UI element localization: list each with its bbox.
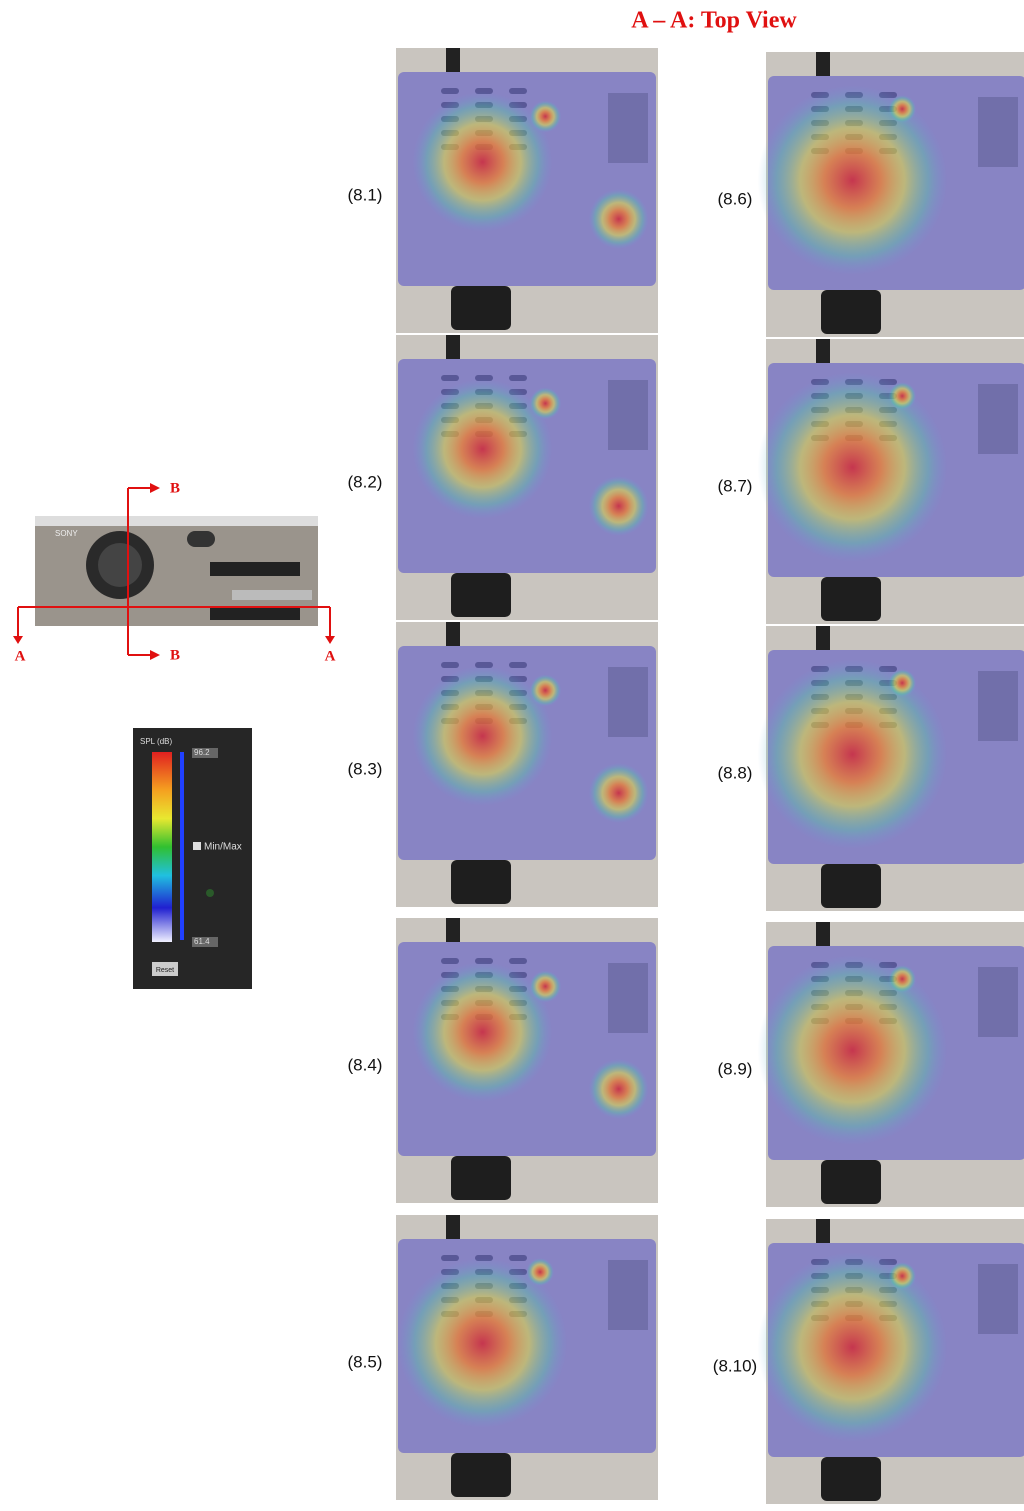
heatmap-panel <box>757 339 1024 624</box>
reset-button[interactable]: Reset <box>156 967 174 974</box>
button <box>509 88 527 94</box>
heatmap-panel <box>757 52 1024 337</box>
button <box>441 88 459 94</box>
heat-spot <box>888 965 916 993</box>
heatmap-panel <box>396 48 658 333</box>
grille <box>978 671 1018 741</box>
heat-spot <box>757 955 947 1145</box>
lens <box>451 573 511 617</box>
section-label: A <box>15 648 26 664</box>
heatmap-panel <box>757 922 1024 1207</box>
grille <box>608 667 648 737</box>
grille <box>608 1260 648 1330</box>
photo-edge <box>446 48 460 72</box>
lens <box>451 286 511 330</box>
heat-spot <box>529 674 561 706</box>
heatmap-panel <box>757 1219 1024 1504</box>
lens <box>821 864 881 908</box>
heat-spot <box>529 100 561 132</box>
heatmap-panel <box>396 335 658 620</box>
heat-spot <box>888 95 916 123</box>
heatmap-panel <box>396 622 658 907</box>
photo-edge <box>816 626 830 650</box>
panel-label: (8.1) <box>348 185 383 204</box>
grille <box>608 380 648 450</box>
panel-label: (8.7) <box>718 476 753 495</box>
grille <box>978 1264 1018 1334</box>
heatmap-panel <box>757 626 1024 911</box>
heatmap-panel <box>396 1215 658 1500</box>
section-label: A <box>325 648 336 664</box>
button <box>509 662 527 668</box>
colorbar-widget: SPL (dB) 96.2 61.4 Min/Max Reset <box>133 728 252 989</box>
photo-edge <box>446 335 460 359</box>
heatmap-panel <box>396 918 658 1203</box>
button <box>441 662 459 668</box>
photo-edge <box>816 52 830 76</box>
heat-spot <box>589 189 649 249</box>
heat-spot <box>757 659 947 849</box>
panel-label: (8.2) <box>348 472 383 491</box>
colorbar-title: SPL (dB) <box>140 737 172 746</box>
panel-label: (8.10) <box>713 1356 757 1375</box>
heat-spot <box>529 970 561 1002</box>
grille <box>608 963 648 1033</box>
panel-label: (8.3) <box>348 759 383 778</box>
colorbar-min: 61.4 <box>194 937 210 946</box>
lens <box>821 1457 881 1501</box>
lens <box>821 290 881 334</box>
toggle-label[interactable]: Min/Max <box>204 842 242 853</box>
photo-edge <box>816 1219 830 1243</box>
lens <box>451 1453 511 1497</box>
button <box>509 375 527 381</box>
figure: A – A: Top View SONY A A B B SPL (dB) 96… <box>0 0 1024 1511</box>
button <box>441 958 459 964</box>
heat-spot <box>526 1258 554 1286</box>
grille <box>978 967 1018 1037</box>
photo-edge <box>446 918 460 942</box>
section-label: B <box>170 480 180 496</box>
heat-spot <box>589 1059 649 1119</box>
heat-spot <box>888 1262 916 1290</box>
panel-label: (8.5) <box>348 1352 383 1371</box>
heat-spot <box>529 387 561 419</box>
photo-edge <box>446 622 460 646</box>
heat-spot <box>589 763 649 823</box>
heat-spot <box>589 476 649 536</box>
panel-label: (8.6) <box>718 189 753 208</box>
heat-spot <box>757 85 947 275</box>
photo-edge <box>816 339 830 363</box>
button <box>441 1255 459 1261</box>
lens <box>821 577 881 621</box>
panel-label: (8.8) <box>718 763 753 782</box>
grille <box>608 93 648 163</box>
heat-spot <box>888 669 916 697</box>
title: A – A: Top View <box>631 8 797 34</box>
grille <box>978 97 1018 167</box>
lens <box>451 1156 511 1200</box>
colorbar-max: 96.2 <box>194 748 210 757</box>
heat-spot <box>757 1252 947 1442</box>
button <box>509 1255 527 1261</box>
section-label: B <box>170 647 180 663</box>
button <box>441 375 459 381</box>
panel-label: (8.4) <box>348 1055 383 1074</box>
brand: SONY <box>55 529 78 538</box>
grille <box>978 384 1018 454</box>
photo-edge <box>816 922 830 946</box>
lens <box>821 1160 881 1204</box>
button <box>509 958 527 964</box>
heat-spot <box>888 382 916 410</box>
lens <box>451 860 511 904</box>
photo-edge <box>446 1215 460 1239</box>
projector-photo: SONY <box>35 516 318 626</box>
panel-label: (8.9) <box>718 1059 753 1078</box>
heat-spot <box>757 372 947 562</box>
